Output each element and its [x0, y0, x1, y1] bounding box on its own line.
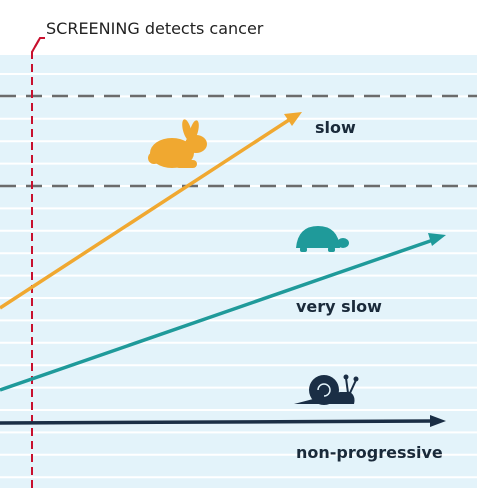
rabbit-icon: [148, 119, 207, 168]
label-non-progressive: non-progressive: [296, 443, 443, 462]
background: [0, 55, 477, 488]
very-slow-arrow: [0, 237, 437, 392]
turtle-icon: [296, 226, 349, 252]
snail-icon: [294, 374, 359, 405]
header-text: detects cancer: [145, 19, 264, 38]
slow-arrow: [0, 116, 293, 310]
label-very-slow: very slow: [296, 297, 382, 316]
header: SCREENING detects cancer: [46, 19, 264, 38]
arrowhead: [284, 112, 302, 126]
screening-tick: [31, 37, 45, 53]
arrowhead: [428, 233, 446, 246]
label-slow: slow: [315, 118, 356, 137]
arrowhead: [430, 415, 446, 427]
non-progressive-arrow: [0, 419, 435, 425]
stripes: [0, 73, 477, 479]
header-emphasis: SCREENING: [46, 19, 140, 38]
